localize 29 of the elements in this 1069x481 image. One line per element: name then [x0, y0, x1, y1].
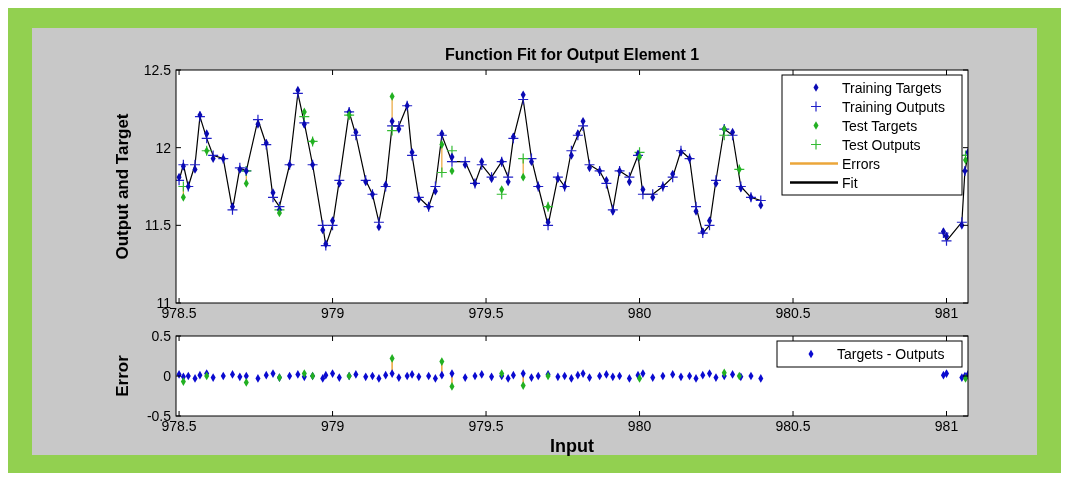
legend-label: Targets - Outputs	[837, 346, 945, 362]
legend-label: Test Targets	[842, 117, 918, 134]
point	[436, 166, 448, 179]
x-tick-label: 979.5	[468, 305, 504, 321]
y-axis-title: Output and Target	[113, 113, 132, 260]
legend-label: Test Outputs	[842, 136, 921, 153]
x-tick-label: 979	[320, 418, 345, 434]
legend-label: Training Targets	[842, 79, 942, 96]
x-tick-label: 980	[627, 418, 652, 434]
x-tick-label: 981	[934, 418, 959, 434]
y-tick-label: 11.5	[144, 217, 172, 234]
legend-label: Fit	[842, 174, 858, 191]
y-tick-label: 0.5	[151, 328, 172, 344]
x-tick-label: 980	[627, 305, 652, 321]
y-tick-label: 12	[155, 139, 172, 156]
legend-label: Training Outputs	[842, 98, 945, 115]
legend-label: Errors	[842, 155, 881, 172]
x-tick-label: 979	[320, 305, 345, 321]
x-tick-label: 980.5	[775, 418, 811, 434]
chart-title: Function Fit for Output Element 1	[444, 46, 700, 63]
y-tick-label: 0	[163, 368, 172, 384]
x-tick-label: 980.5	[775, 305, 811, 321]
point	[386, 124, 398, 137]
x-axis-title: Input	[550, 436, 594, 456]
y-axis-title: Error	[113, 354, 132, 397]
y-tick-label: 12.5	[143, 62, 172, 78]
x-tick-label: 981	[934, 305, 959, 321]
point	[517, 152, 529, 165]
x-tick-label: 979.5	[468, 418, 504, 434]
